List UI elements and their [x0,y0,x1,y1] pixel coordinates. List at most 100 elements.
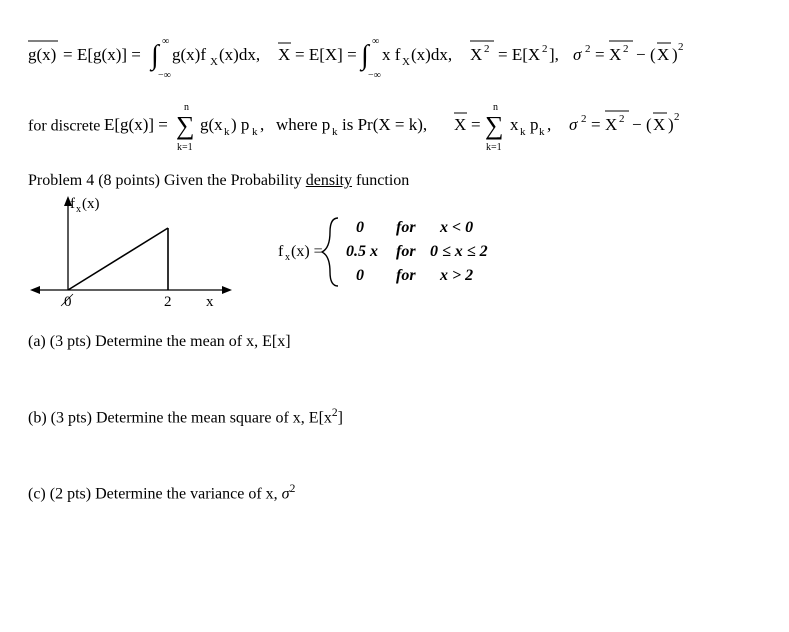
svg-text:2: 2 [542,43,548,55]
formula-row-2-svg: E[g(x)] = ∑ n k=1 g(x k ) p k , where p … [104,100,744,154]
svg-text:2: 2 [484,43,490,55]
part-c: (c) (2 pts) Determine the variance of x,… [28,483,761,503]
svg-text:−: − [632,115,642,134]
svg-text:k: k [520,126,526,138]
svg-text:n: n [184,102,189,113]
svg-text:is Pr(X = k),: is Pr(X = k), [342,115,427,134]
svg-text:∑: ∑ [485,111,504,140]
svg-text:(x)dx,: (x)dx, [411,45,452,64]
svg-text:X: X [454,115,466,134]
svg-text:=: = [591,115,601,134]
pdf-definition-svg: f x (x) = 0 for x < 0 0.5 x for 0 ≤ x ≤ … [278,212,558,292]
svg-text:x > 2: x > 2 [439,267,473,284]
part-a: (a) (3 pts) Determine the mean of x, E[x… [28,333,761,351]
svg-text:−∞: −∞ [368,70,381,81]
svg-text:k: k [539,126,545,138]
svg-text:=: = [63,45,73,64]
svg-text:X: X [609,45,621,64]
svg-text:∑: ∑ [176,111,195,140]
svg-text:k: k [224,126,230,138]
svg-text:k=1: k=1 [486,142,502,153]
x-tick-2: 2 [164,294,172,310]
svg-text:,: , [547,115,551,134]
svg-text:0: 0 [356,267,364,284]
svg-text:X: X [470,45,482,64]
svg-text:): ) [672,45,678,64]
svg-text:−: − [636,45,646,64]
svg-text:X: X [605,115,617,134]
problem-title-emph: density [306,172,352,189]
svg-text:(x): (x) [82,196,100,212]
svg-text:σ: σ [569,115,578,134]
svg-text:for: for [396,219,416,236]
formula-row-1-svg: g(x) = E[g(x)] = ∫ ∞ −∞ g(x)f X (x)dx, X… [28,30,758,86]
pdf-figure-svg: f x (x) 0 2 x [28,194,238,314]
svg-text:(: ( [650,45,656,64]
svg-text:f: f [278,243,284,260]
svg-text:g(x)f: g(x)f [172,45,206,64]
svg-text:σ: σ [573,45,582,64]
problem-title-pre: Problem 4 (8 points) Given the Probabili… [28,172,306,189]
svg-text:x: x [76,204,81,215]
svg-text:where p: where p [276,115,330,134]
svg-text:=: = [471,115,481,134]
svg-text:2: 2 [619,113,625,125]
svg-text:p: p [530,115,539,134]
svg-text:2: 2 [581,113,587,125]
svg-text:x < 0: x < 0 [439,219,473,236]
svg-text:g(x: g(x [200,115,223,134]
svg-text:X: X [653,115,665,134]
part-c-sigma: σ [282,486,290,503]
svg-text:for: for [396,267,416,284]
svg-text:for: for [396,243,416,260]
svg-text:X: X [210,56,218,68]
svg-text:) p: ) p [231,115,249,134]
svg-text:,: , [260,115,264,134]
svg-text:x: x [285,252,290,263]
svg-text:g(x): g(x) [28,45,56,64]
svg-text:E[g(x)] =: E[g(x)] = [104,115,168,134]
part-c-pre: (c) (2 pts) Determine the variance of x, [28,486,282,503]
formula-row-2: for discrete E[g(x)] = ∑ n k=1 g(x k ) p… [28,100,761,154]
svg-text:=: = [595,45,605,64]
part-c-sup: 2 [290,483,296,495]
svg-text:(x)dx,: (x)dx, [219,45,260,64]
pdf-definition: f x (x) = 0 for x < 0 0.5 x for 0 ≤ x ≤ … [278,194,558,297]
svg-text:x: x [510,115,519,134]
svg-text:X: X [657,45,669,64]
svg-text:x: x [206,294,214,310]
svg-text:],: ], [549,45,559,64]
svg-text:0.5 x: 0.5 x [346,243,378,260]
svg-text:0 ≤ x ≤ 2: 0 ≤ x ≤ 2 [430,243,488,260]
svg-text:∞: ∞ [372,36,379,47]
svg-text:= E[X: = E[X [498,45,540,64]
svg-text:(: ( [646,115,652,134]
svg-text:2: 2 [585,43,591,55]
part-b: (b) (3 pts) Determine the mean square of… [28,407,761,427]
problem-title-post: function [352,172,409,189]
svg-text:X: X [402,56,410,68]
formula-row-1: g(x) = E[g(x)] = ∫ ∞ −∞ g(x)f X (x)dx, X… [28,30,761,86]
svg-text:∫: ∫ [359,40,371,72]
svg-text:x f: x f [382,45,401,64]
svg-text:k: k [252,126,258,138]
part-b-pre: (b) (3 pts) Determine the mean square of… [28,409,332,426]
part-a-label: (a) (3 pts) Determine the mean of x, E[x… [28,333,291,350]
pdf-figure: f x (x) 0 2 x [28,194,238,319]
svg-text:2: 2 [678,41,684,53]
svg-text:−∞: −∞ [158,70,171,81]
svg-text:k: k [332,126,338,138]
svg-text:2: 2 [674,111,680,123]
formula-row-2-prefix: for discrete [28,118,104,135]
svg-text:2: 2 [623,43,629,55]
svg-text:E[g(x)] =: E[g(x)] = [77,45,141,64]
svg-text:n: n [493,102,498,113]
svg-text:): ) [668,115,674,134]
svg-text:0: 0 [356,219,364,236]
figure-pdf-row: f x (x) 0 2 x f x (x) = [28,194,761,319]
problem-title: Problem 4 (8 points) Given the Probabili… [28,172,761,190]
part-b-post: ] [338,409,343,426]
svg-text:(x) =: (x) = [291,243,323,260]
svg-text:X: X [278,45,290,64]
svg-text:k=1: k=1 [177,142,193,153]
